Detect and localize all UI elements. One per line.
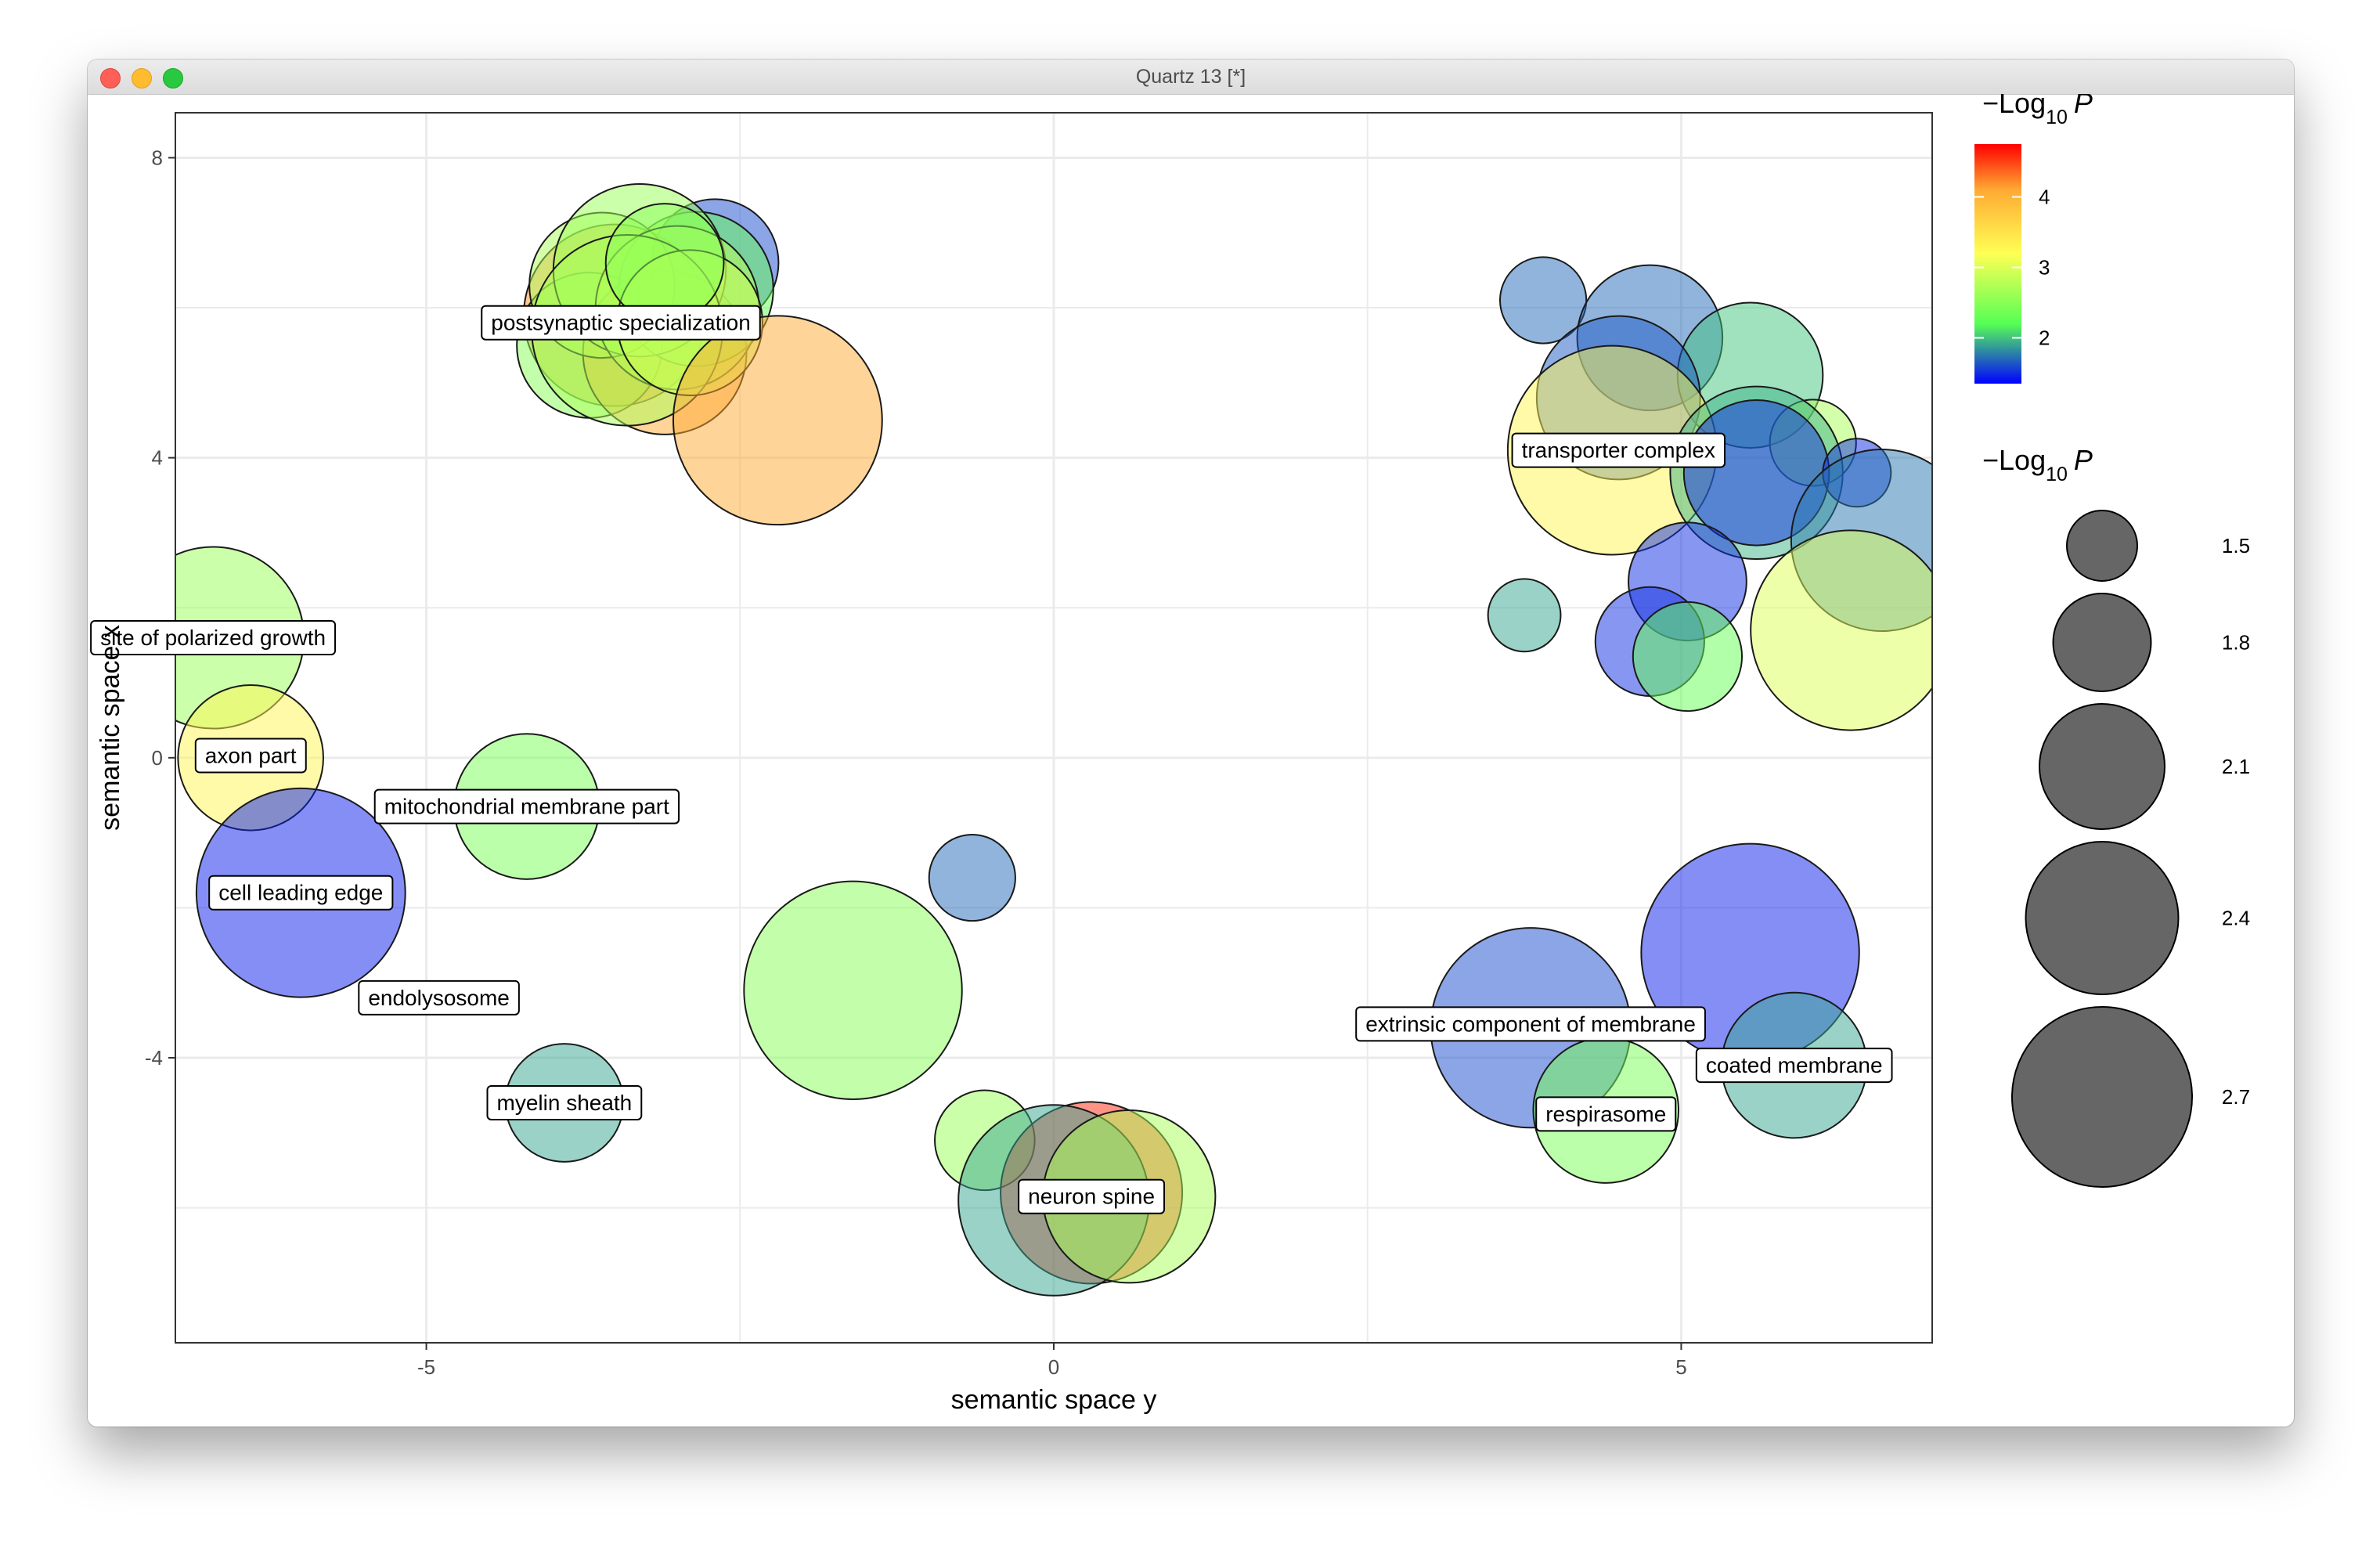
zoom-button[interactable] xyxy=(163,68,183,88)
title-bar[interactable]: Quartz 13 [*] xyxy=(88,60,2294,95)
size-legend-label: 2.4 xyxy=(2222,907,2250,930)
term-label: mitochondrial membrane part xyxy=(373,788,680,824)
term-label-text: site of polarized growth xyxy=(100,626,326,650)
y-tick-label: 8 xyxy=(152,146,163,169)
size-legend-circle xyxy=(2025,841,2180,995)
y-tick-label: 0 xyxy=(152,746,163,770)
term-label-box xyxy=(373,788,680,824)
term-label-box xyxy=(481,305,761,341)
term-label: coated membrane xyxy=(1695,1048,1893,1084)
y-tick-label: -4 xyxy=(145,1046,163,1070)
bubble-point xyxy=(604,203,725,323)
term-label-text: transporter complex xyxy=(1522,438,1715,463)
x-axis-title: semantic space y xyxy=(951,1385,1157,1415)
term-label-box xyxy=(358,979,520,1016)
colorbar-tick-label: 4 xyxy=(2039,186,2050,209)
term-label-box xyxy=(1355,1006,1706,1042)
bubble-point xyxy=(1632,601,1744,712)
color-legend-title: −Log10 P xyxy=(1982,94,2093,128)
size-legend-label: 2.1 xyxy=(2222,755,2250,778)
y-axis-title: semantic space x xyxy=(96,625,125,831)
x-tick-label: -5 xyxy=(417,1355,435,1379)
close-button[interactable] xyxy=(100,68,121,88)
term-label: postsynaptic specialization xyxy=(481,305,761,341)
term-label-box xyxy=(90,620,337,656)
term-label-text: myelin sheath xyxy=(497,1091,633,1115)
term-label: endolysosome xyxy=(358,979,520,1016)
term-label-text: mitochondrial membrane part xyxy=(384,795,669,819)
size-legend-circle xyxy=(2011,1006,2193,1188)
size-legend-label: 1.5 xyxy=(2222,534,2250,557)
size-legend-circle xyxy=(2052,593,2152,692)
term-label-box xyxy=(486,1084,643,1120)
term-label: extrinsic component of membrane xyxy=(1355,1006,1706,1042)
x-tick-label: 5 xyxy=(1675,1355,1686,1379)
colorbar xyxy=(1974,144,2021,384)
x-tick-label: 0 xyxy=(1048,1355,1059,1379)
term-label-text: coated membrane xyxy=(1706,1053,1883,1077)
bubble-point xyxy=(743,880,963,1100)
term-label-text: axon part xyxy=(205,743,297,767)
term-label-text: extrinsic component of membrane xyxy=(1365,1012,1696,1036)
term-label: respirasome xyxy=(1535,1096,1677,1132)
term-label: axon part xyxy=(194,738,307,774)
term-label: cell leading edge xyxy=(208,875,394,911)
term-label-box xyxy=(1535,1096,1677,1132)
colorbar-tick-label: 2 xyxy=(2039,326,2050,350)
term-label-box xyxy=(194,738,307,774)
term-label-text: postsynaptic specialization xyxy=(491,311,751,335)
bubbles xyxy=(175,182,1932,1297)
plot-window: Quartz 13 [*] postsynaptic specializatio… xyxy=(88,60,2294,1427)
term-label-box xyxy=(208,875,394,911)
bubble-chart: postsynaptic specialization transporter c… xyxy=(90,94,2250,1415)
term-label-box xyxy=(1695,1048,1893,1084)
size-legend-circle xyxy=(2039,703,2165,830)
term-label: site of polarized growth xyxy=(90,620,337,656)
bubble-point xyxy=(1499,256,1588,345)
size-legend-label: 1.8 xyxy=(2222,631,2250,655)
term-label-box xyxy=(1018,1178,1166,1214)
term-label-text: cell leading edge xyxy=(218,881,383,905)
size-legend-label: 2.7 xyxy=(2222,1085,2250,1109)
term-label-box xyxy=(1511,432,1726,468)
term-label-text: endolysosome xyxy=(368,986,510,1010)
term-label: transporter complex xyxy=(1511,432,1726,468)
term-label: neuron spine xyxy=(1018,1178,1166,1214)
term-labels: postsynaptic specialization transporter c… xyxy=(90,305,1893,1214)
term-label: myelin sheath xyxy=(486,1084,643,1120)
term-label-text: neuron spine xyxy=(1028,1185,1155,1209)
bubble-point xyxy=(1487,578,1562,653)
bubble-point xyxy=(1750,529,1932,731)
bubble-point xyxy=(672,315,883,526)
window-title: Quartz 13 [*] xyxy=(1135,66,1246,88)
size-legend-title: −Log10 P xyxy=(1982,444,2093,485)
size-legend-circle xyxy=(2066,510,2138,582)
colorbar-tick-label: 3 xyxy=(2039,256,2050,280)
term-label-text: respirasome xyxy=(1545,1102,1666,1126)
minimize-button[interactable] xyxy=(132,68,152,88)
bubble-point xyxy=(928,833,1016,922)
y-tick-label: 4 xyxy=(152,446,163,470)
